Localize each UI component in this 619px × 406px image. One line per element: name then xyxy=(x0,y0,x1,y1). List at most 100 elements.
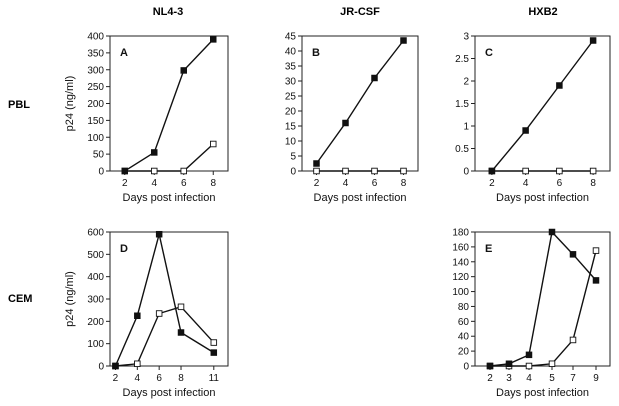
y-tick-label: 300 xyxy=(87,295,104,306)
x-tick-label: 5 xyxy=(549,373,555,384)
y-tick-label: 100 xyxy=(87,133,104,144)
panel-letter-b: B xyxy=(312,47,320,59)
x-tick-label: 4 xyxy=(135,373,141,384)
filled-square-marker xyxy=(150,149,158,156)
open-square-marker xyxy=(556,167,563,175)
panel-letter-a: A xyxy=(120,47,128,59)
column-title-hxb2: HXB2 xyxy=(528,6,557,18)
y-tick-label: 120 xyxy=(452,272,469,283)
y-tick-label: 20 xyxy=(285,107,297,118)
filled-square-marker xyxy=(486,362,494,370)
x-tick-label: 2 xyxy=(487,373,493,384)
y-tick-label: 15 xyxy=(285,122,297,133)
x-tick-label: 4 xyxy=(151,178,157,189)
y-tick-label: 80 xyxy=(458,302,470,313)
x-tick-label: 6 xyxy=(156,373,162,384)
filled-square-marker xyxy=(371,74,378,82)
row-label-pbl: PBL xyxy=(8,99,30,111)
filled-square-marker xyxy=(556,82,563,89)
panel-e: 0 20 40 60 80 100 120 140 160 180 2 3 4 5 7 9 Days post … xyxy=(452,228,611,399)
series-line-filled xyxy=(489,230,597,367)
panel-letter-c: C xyxy=(485,47,493,59)
y-tick-label: 0 xyxy=(290,167,296,178)
x-tick-label: 8 xyxy=(210,178,216,189)
y-tick-label: 100 xyxy=(452,287,469,298)
series-line-open xyxy=(115,306,215,367)
open-square-marker xyxy=(209,140,217,148)
filled-square-marker xyxy=(134,312,141,320)
series-line-filled xyxy=(315,40,405,164)
y-tick-label: 0 xyxy=(463,362,469,373)
y-tick-label: 10 xyxy=(285,137,297,148)
y-tick-label: 600 xyxy=(87,228,104,239)
filled-square-marker xyxy=(121,167,128,175)
y-tick-label: 400 xyxy=(87,32,104,43)
series-line-open xyxy=(490,250,597,367)
y-axis-label-d: p24 (ng/ml) xyxy=(64,271,76,327)
y-tick-label: 35 xyxy=(285,62,297,73)
x-axis-label-a: Days post infection xyxy=(123,192,216,204)
x-tick-label: 7 xyxy=(570,373,576,384)
x-axis-label-b: Days post infection xyxy=(314,192,407,204)
panel-letter-e: E xyxy=(485,243,492,255)
x-tick-label: 9 xyxy=(593,373,599,384)
open-square-marker xyxy=(371,167,378,175)
filled-square-marker xyxy=(569,251,577,258)
x-axis-label-e: Days post infection xyxy=(496,387,589,399)
open-square-marker xyxy=(134,360,141,368)
y-tick-label: 3 xyxy=(463,32,469,43)
series-line-filled xyxy=(491,40,594,172)
y-tick-label: 180 xyxy=(452,228,469,239)
open-square-marker xyxy=(155,310,163,317)
y-tick-label: 1.5 xyxy=(455,99,469,110)
y-tick-label: 0 xyxy=(98,167,104,178)
filled-square-marker xyxy=(209,36,217,43)
series-line-open xyxy=(124,143,214,172)
y-tick-label: 160 xyxy=(452,242,469,253)
y-tick-label: 30 xyxy=(285,77,297,88)
filled-square-marker xyxy=(525,351,533,359)
y-tick-label: 300 xyxy=(87,65,104,76)
x-tick-label: 2 xyxy=(314,178,320,189)
x-tick-label: 4 xyxy=(523,178,529,189)
x-tick-label: 2 xyxy=(113,373,119,384)
open-square-marker xyxy=(342,167,349,175)
filled-square-marker xyxy=(592,277,600,284)
filled-square-marker xyxy=(589,37,597,44)
filled-square-marker xyxy=(210,349,218,356)
filled-square-marker xyxy=(177,329,185,336)
x-tick-label: 2 xyxy=(122,178,128,189)
row-label-cem: CEM xyxy=(8,293,32,305)
y-tick-label: 1 xyxy=(463,122,469,133)
x-axis-label-d: Days post infection xyxy=(123,387,216,399)
x-tick-label: 6 xyxy=(557,178,563,189)
filled-square-marker xyxy=(400,37,407,44)
x-axis-label-c: Days post infection xyxy=(496,192,589,204)
y-tick-label: 60 xyxy=(458,317,470,328)
filled-square-marker xyxy=(155,230,163,238)
open-square-marker xyxy=(592,247,600,254)
y-tick-label: 0.5 xyxy=(455,144,469,155)
open-square-marker xyxy=(548,360,556,368)
filled-square-marker xyxy=(548,228,556,236)
y-axis-label-a: p24 (ng/ml) xyxy=(64,76,76,132)
y-tick-label: 5 xyxy=(290,152,296,163)
y-tick-label: 0 xyxy=(463,167,469,178)
open-square-marker xyxy=(400,167,407,175)
x-tick-label: 4 xyxy=(343,178,349,189)
y-tick-label: 200 xyxy=(87,99,104,110)
x-tick-label: 6 xyxy=(372,178,378,189)
panel-a: 0 50 100 150 200 250 300 350 400 2 4 6 8 Days post in… xyxy=(64,32,229,204)
column-title-jrcsf: JR-CSF xyxy=(340,6,380,18)
y-tick-label: 40 xyxy=(285,47,297,58)
y-tick-label: 140 xyxy=(452,257,469,268)
filled-square-marker xyxy=(180,67,187,74)
x-tick-label: 11 xyxy=(209,373,220,384)
panel-d: 0 100 200 300 400 500 600 2 4 6 8 11 Days post infec… xyxy=(64,228,229,399)
y-tick-label: 100 xyxy=(87,339,104,350)
y-tick-label: 350 xyxy=(87,48,104,59)
filled-square-marker xyxy=(488,167,496,175)
filled-square-marker xyxy=(505,360,513,368)
x-tick-label: 2 xyxy=(489,178,495,189)
